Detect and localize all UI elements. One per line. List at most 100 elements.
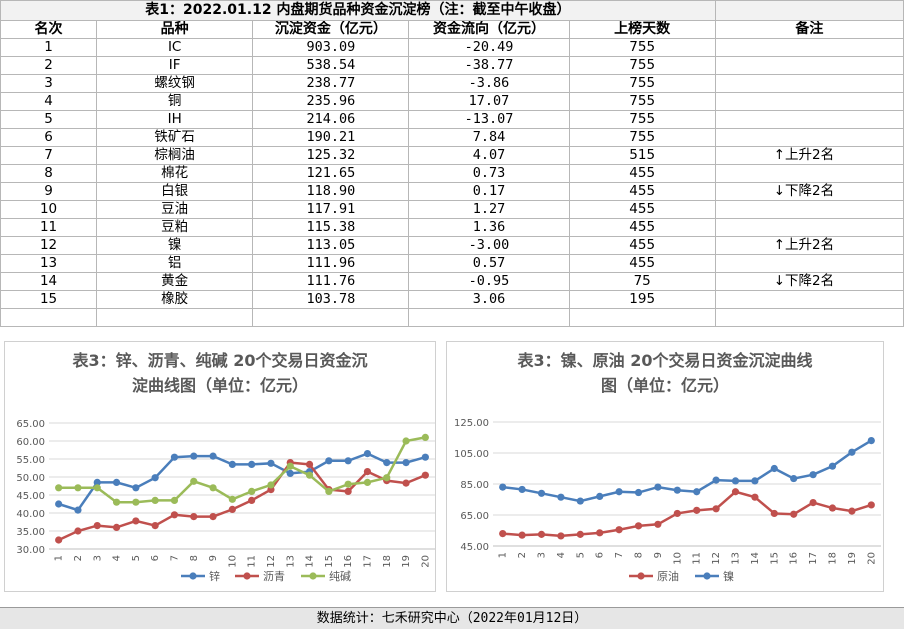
y-tick-label: 40.00 [16, 509, 45, 520]
cell-name: 棉花 [96, 164, 254, 183]
data-point [55, 536, 63, 544]
cell-flow: 0.57 [408, 254, 570, 273]
cell-fund: 235.96 [252, 92, 410, 111]
cell-name: 橡胶 [96, 290, 254, 309]
data-point [383, 459, 391, 467]
data-point [848, 448, 856, 456]
table-title: 表1：2022.01.12 内盘期货品种资金沉淀榜（注：截至中午收盘） [0, 0, 716, 21]
cell-blank [408, 308, 570, 327]
data-point [499, 530, 507, 538]
data-point [74, 506, 82, 514]
data-point [537, 489, 546, 497]
data-point [286, 469, 294, 477]
cell-rank: 6 [0, 128, 98, 147]
cell-note: ↓下降2名 [714, 182, 904, 201]
cell-flow: 4.07 [408, 146, 570, 165]
data-point [344, 480, 352, 488]
data-point [421, 433, 429, 441]
header-name: 品种 [96, 20, 254, 39]
data-point [828, 462, 837, 470]
data-point [693, 488, 701, 496]
data-point [848, 507, 856, 515]
x-tick-label: 17 [362, 555, 373, 568]
cell-fund: 111.76 [252, 272, 410, 291]
data-point [74, 527, 82, 535]
x-tick-label: 3 [92, 555, 103, 561]
data-point [731, 477, 740, 485]
table-row: 2 IF 538.54 -38.77 755 [0, 56, 904, 75]
legend-label: 原油 [657, 569, 679, 583]
cell-name: 黄金 [96, 272, 254, 291]
cell-fund: 111.96 [252, 254, 410, 273]
x-tick-label: 11 [692, 552, 703, 565]
cell-note [714, 110, 904, 129]
legend-label: 沥青 [263, 570, 285, 583]
x-tick-label: 19 [847, 552, 858, 565]
table-row: 4 铜 235.96 17.07 755 [0, 92, 904, 111]
cell-rank: 15 [0, 290, 98, 309]
cell-name: 铜 [96, 92, 254, 111]
x-tick-label: 18 [382, 555, 393, 568]
x-tick-label: 20 [420, 555, 431, 568]
cell-flow: -3.00 [408, 236, 570, 255]
cell-fund: 190.21 [252, 128, 410, 147]
footer-source: 数据统计：七禾研究中心（2022年01月12日） [0, 607, 904, 629]
chart-zinc-asphalt-soda: 表3：锌、沥青、纯碱 20个交易日资金沉 淀曲线图（单位：亿元） 30.00 35.0… [4, 341, 436, 592]
data-point [576, 530, 584, 538]
data-point [190, 452, 198, 460]
cell-rank: 9 [0, 182, 98, 201]
chart-nickel-crude-svg: 表3：镍、原油 20个交易日资金沉淀曲线图（单位：亿元）45.0065.0085… [454, 351, 881, 583]
cell-fund: 117.91 [252, 200, 410, 219]
data-point [751, 493, 759, 501]
cell-flow: 0.73 [408, 164, 570, 183]
cell-note [714, 92, 904, 111]
cell-note [714, 290, 904, 309]
y-tick-label: 85.00 [460, 480, 489, 491]
data-point [809, 471, 817, 479]
cell-fund: 118.90 [252, 182, 410, 201]
data-point [286, 462, 294, 470]
cell-flow: 1.36 [408, 218, 570, 237]
cell-fund: 238.77 [252, 74, 410, 93]
cell-days: 455 [568, 236, 716, 255]
data-point [93, 522, 101, 530]
data-point [770, 464, 778, 473]
cell-note [714, 164, 904, 183]
data-point [402, 459, 410, 467]
table-row: 14 黄金 111.76 -0.95 75 ↓下降2名 [0, 272, 904, 291]
x-tick-label: 8 [634, 552, 645, 558]
legend-swatch-marker [309, 572, 317, 580]
data-point [867, 437, 875, 445]
data-point [693, 506, 701, 514]
header-note: 备注 [714, 20, 904, 39]
x-tick-label: 16 [789, 552, 800, 565]
legend-label: 纯碱 [329, 570, 351, 583]
data-point [151, 496, 159, 504]
data-point [751, 477, 759, 485]
legend-label: 镍 [723, 569, 734, 583]
x-tick-label: 17 [808, 552, 819, 565]
data-point [634, 488, 643, 497]
header-flow: 资金流向（亿元） [408, 20, 570, 39]
table-row: 5 IH 214.06 -13.07 755 [0, 110, 904, 129]
data-point [867, 501, 875, 509]
data-point [731, 488, 740, 496]
cell-fund: 903.09 [252, 38, 410, 57]
cell-rank: 1 [0, 38, 98, 57]
cell-days: 515 [568, 146, 716, 165]
cell-rank: 11 [0, 218, 98, 237]
x-tick-label: 5 [575, 552, 586, 558]
x-tick-label: 5 [131, 555, 142, 561]
legend-swatch-marker [243, 572, 251, 580]
cell-blank [568, 308, 716, 327]
cell-flow: 1.27 [408, 200, 570, 219]
cell-name: 棕榈油 [96, 146, 254, 165]
cell-name: 豆粕 [96, 218, 254, 237]
chart-title-line: 表3：镍、原油 20个交易日资金沉淀曲线 [517, 351, 813, 370]
data-point [363, 450, 372, 458]
cell-rank: 12 [0, 236, 98, 255]
x-tick-label: 18 [828, 552, 839, 565]
data-point [576, 497, 584, 505]
